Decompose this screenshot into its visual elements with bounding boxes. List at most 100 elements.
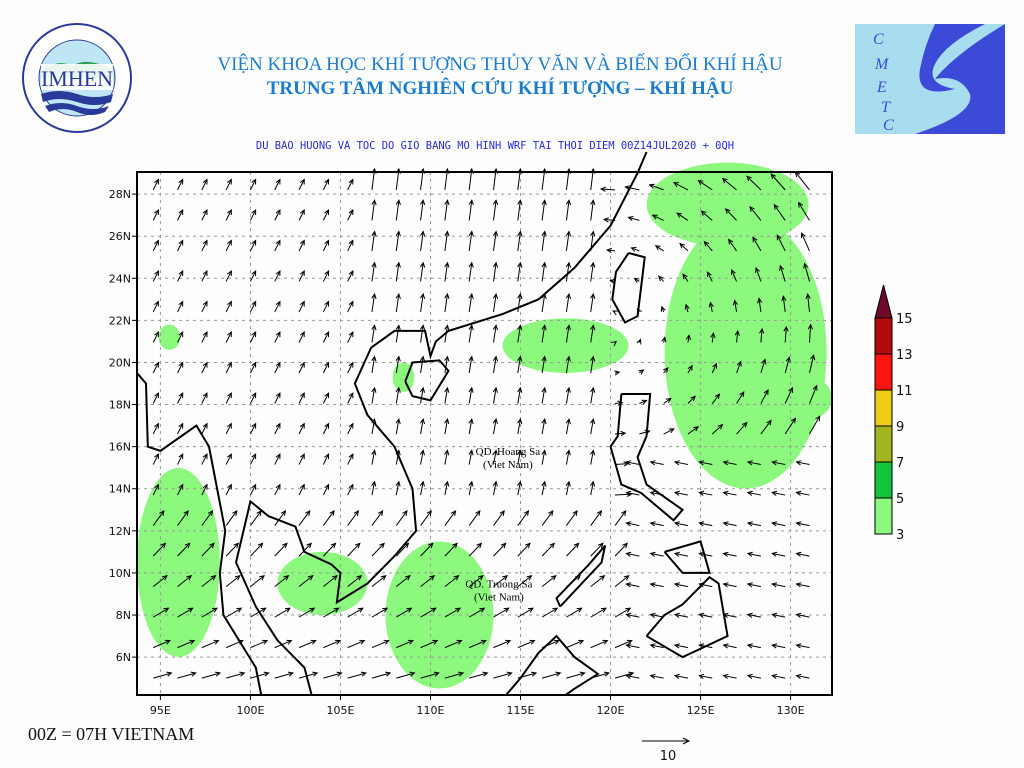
wind-arrow — [322, 361, 330, 374]
wind-arrow — [322, 510, 335, 526]
wind-arrow — [201, 178, 208, 191]
wind-arrow — [396, 607, 413, 618]
wind-arrow — [722, 643, 737, 649]
wind-arrow — [663, 428, 675, 435]
wind-arrow — [710, 331, 716, 343]
wind-arrow — [673, 612, 689, 618]
wind-arrow — [444, 199, 450, 221]
wind-arrow — [565, 449, 571, 465]
wind-arrow — [177, 392, 184, 404]
wind-arrow — [809, 384, 818, 404]
wind-arrow — [565, 292, 572, 313]
wind-arrow — [444, 261, 450, 282]
coastline — [555, 544, 607, 608]
wind-arrow — [565, 261, 572, 282]
wind-arrow — [177, 510, 189, 526]
wind-arrow — [201, 239, 208, 252]
map-frame — [136, 171, 833, 696]
lat-tick-label: 16N — [109, 441, 131, 454]
annotation-line1: QD. Truong Sa — [465, 579, 532, 591]
wind-arrow — [444, 230, 450, 251]
wind-arrow — [201, 422, 208, 435]
wind-arrow — [627, 216, 640, 222]
wind-arrow — [468, 199, 474, 221]
wind-arrow — [347, 361, 354, 374]
legend-label: 5 — [896, 492, 904, 507]
wind-arrow — [590, 575, 606, 588]
shaded-area-3-5 — [277, 551, 368, 615]
svg-text:E: E — [876, 79, 887, 96]
wind-arrow — [323, 671, 343, 679]
wind-arrow — [225, 208, 232, 221]
wind-arrow — [722, 521, 737, 527]
wind-arrow — [541, 324, 547, 343]
wind-arrow — [250, 639, 269, 649]
wind-arrow — [541, 292, 547, 313]
coastline — [234, 151, 648, 696]
wind-arrow — [469, 639, 487, 649]
wind-arrow — [566, 607, 583, 618]
wind-arrow — [612, 310, 619, 316]
lat-tick-label: 12N — [109, 525, 131, 538]
wind-arrow — [771, 582, 786, 588]
wind-arrow — [225, 422, 232, 435]
wind-arrow — [517, 355, 523, 374]
wind-arrow — [795, 673, 810, 679]
wind-arrow — [771, 521, 786, 527]
wind-arrow — [274, 331, 281, 343]
wind-arrow — [347, 510, 359, 526]
legend-swatch — [874, 497, 893, 535]
wind-arrow — [347, 607, 364, 618]
wind-arrow — [274, 639, 293, 649]
wind-arrow — [298, 575, 314, 588]
wind-arrow — [371, 230, 377, 251]
wind-arrow — [395, 480, 401, 496]
wind-arrow — [651, 214, 664, 221]
lat-tick-label: 8N — [116, 609, 131, 622]
wind-arrow — [395, 292, 401, 313]
wind-arrow — [468, 324, 474, 343]
lon-tick-label: 110E — [417, 704, 445, 717]
wind-arrow — [371, 510, 384, 526]
wind-arrow — [419, 449, 425, 465]
wind-arrow — [322, 208, 330, 221]
wind-arrow — [649, 521, 664, 527]
shaded-area-3-5 — [646, 162, 809, 247]
wind-arrow — [250, 542, 264, 557]
wind-arrow — [492, 418, 498, 435]
wind-arrow — [469, 671, 489, 679]
wind-arrow — [746, 582, 761, 588]
wind-arrow — [419, 386, 426, 404]
wind-arrow — [590, 607, 607, 618]
wind-arrow — [225, 331, 232, 343]
wind-arrow — [395, 418, 401, 435]
wind-arrow — [444, 639, 463, 649]
wind-arrow — [225, 392, 232, 404]
wind-arrow — [648, 183, 664, 191]
wind-arrow — [323, 575, 338, 588]
wind-arrow — [517, 199, 523, 221]
annotation-line2: (Viet Nam) — [483, 459, 533, 471]
wind-arrow — [711, 362, 718, 374]
wind-arrow — [201, 639, 220, 649]
lat-tick-label: 26N — [109, 230, 131, 243]
wind-arrow — [722, 673, 737, 679]
wind-arrow — [225, 510, 238, 526]
wind-arrow — [347, 453, 354, 465]
wind-arrow — [590, 542, 604, 557]
wind-arrow — [805, 293, 811, 313]
wind-arrow — [153, 671, 173, 679]
wind-arrow — [396, 671, 416, 679]
wind-arrow — [800, 232, 810, 252]
wind-arrow — [201, 542, 215, 557]
wind-arrow — [625, 490, 640, 496]
wind-arrow — [746, 673, 761, 679]
wind-arrow — [624, 185, 640, 191]
wind-arrow — [698, 490, 713, 496]
legend-swatch — [874, 317, 893, 355]
wind-arrow — [795, 521, 810, 527]
wind-arrow — [468, 575, 484, 588]
legend-swatch-max — [874, 284, 893, 319]
legend-swatch — [874, 425, 893, 463]
